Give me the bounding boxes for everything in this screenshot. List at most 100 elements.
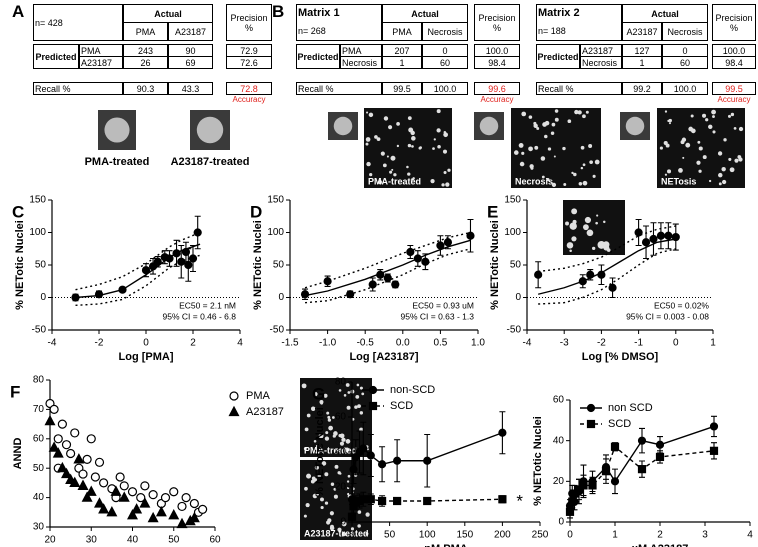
table-cell (296, 44, 340, 69)
nucleus (708, 179, 712, 183)
nucleus (357, 510, 362, 514)
legend-label: A23187 (246, 406, 284, 418)
data-point (140, 481, 150, 491)
nucleus (354, 405, 358, 409)
data-point (655, 440, 665, 449)
series-line (75, 243, 201, 299)
y-tick-label: 40 (33, 492, 45, 503)
annotation: EC50 = 0.02% (654, 300, 709, 310)
x-tick-label: 150 (456, 530, 473, 541)
nucleus (443, 171, 447, 175)
nucleus (330, 524, 334, 529)
table-value: 0 (682, 45, 688, 56)
nucleus (718, 172, 723, 178)
nucleus (698, 146, 703, 151)
nucleus (696, 160, 701, 165)
nucleus (338, 434, 342, 438)
sample-size: n= 268 (298, 26, 326, 36)
panel-label: C (12, 202, 24, 221)
precision-value: 72.6 (240, 57, 258, 68)
table-cell (622, 82, 662, 95)
nucleus (582, 114, 586, 119)
data-point (423, 496, 432, 506)
nucleus (533, 123, 538, 129)
nucleus (326, 411, 330, 415)
sample-size: n= 188 (538, 26, 566, 36)
image-label: A23187-treated (171, 156, 250, 168)
x-tick-label: 2 (190, 338, 196, 349)
x-axis-label: Log [% DMSO] (582, 351, 659, 363)
nucleus (359, 386, 363, 390)
nucleus (441, 183, 445, 187)
data-point (189, 498, 199, 509)
nucleus (586, 229, 594, 237)
data-point (534, 270, 543, 279)
row-label: A23187 (582, 45, 614, 56)
y-tick-label: 0 (340, 517, 346, 528)
recall-value: 99.5 (393, 83, 411, 94)
table-cell (340, 56, 382, 69)
nucleus (339, 472, 342, 475)
nucleus (333, 487, 337, 491)
panel-label: E (487, 202, 498, 221)
y-tick-label: 60 (33, 433, 45, 444)
data-point (49, 404, 59, 414)
nucleus (312, 477, 318, 482)
x-axis-label: nM PMA (424, 543, 467, 547)
x-tick-label: 250 (532, 530, 549, 541)
nucleus (712, 115, 715, 118)
nucleus (625, 116, 645, 136)
data-point (139, 497, 151, 508)
nucleus (327, 415, 331, 419)
recall-value: 90.3 (136, 83, 155, 94)
nucleus (369, 173, 373, 177)
table-title: Matrix 1 (298, 7, 340, 19)
table-cell (422, 56, 468, 69)
nucleus (721, 179, 727, 185)
nucleus (312, 493, 318, 499)
data-point (498, 428, 507, 437)
nucleus (437, 144, 441, 149)
table-value: 127 (634, 45, 650, 56)
nucleus (521, 151, 525, 155)
nucleus (380, 151, 385, 156)
nucleus (436, 128, 441, 133)
nucleus (698, 169, 702, 173)
nucleus (313, 439, 317, 443)
table-cell (662, 82, 708, 95)
nucleus (383, 116, 389, 121)
data-point (359, 444, 368, 453)
nucleus (391, 168, 394, 171)
y-axis-label: % NETotic Nuclei (489, 220, 501, 310)
nucleus (582, 180, 588, 186)
nucleus (659, 146, 663, 150)
data-point (94, 457, 105, 467)
nucleus (365, 532, 369, 536)
nucleus (447, 168, 451, 172)
nucleus (436, 109, 441, 114)
nucleus (393, 173, 397, 177)
x-axis-label: µM A23187 (632, 543, 689, 547)
table-value: 90 (185, 45, 196, 56)
x-tick-label: 3 (702, 530, 708, 541)
x-tick-label: -2 (597, 338, 606, 349)
nucleus (334, 464, 339, 469)
legend-marker (368, 401, 378, 411)
column-header: Necrosis (427, 26, 463, 37)
nucleus (320, 505, 324, 510)
predicted-header: Predicted (297, 51, 339, 62)
table-cell (226, 56, 272, 69)
nucleus (708, 124, 713, 129)
nucleus (406, 165, 409, 169)
precision-value: 100.0 (722, 45, 746, 56)
y-tick-label: 100 (504, 227, 521, 238)
annotation: 95% CI = 0.46 - 6.8 (163, 311, 237, 321)
significance-mark: * (516, 492, 523, 511)
nucleus (304, 427, 309, 432)
data-point (193, 228, 202, 237)
nucleus (407, 172, 411, 176)
y-tick-label: 50 (35, 260, 47, 271)
table-cell (33, 44, 79, 69)
data-point (69, 476, 81, 487)
nucleus (388, 125, 393, 130)
